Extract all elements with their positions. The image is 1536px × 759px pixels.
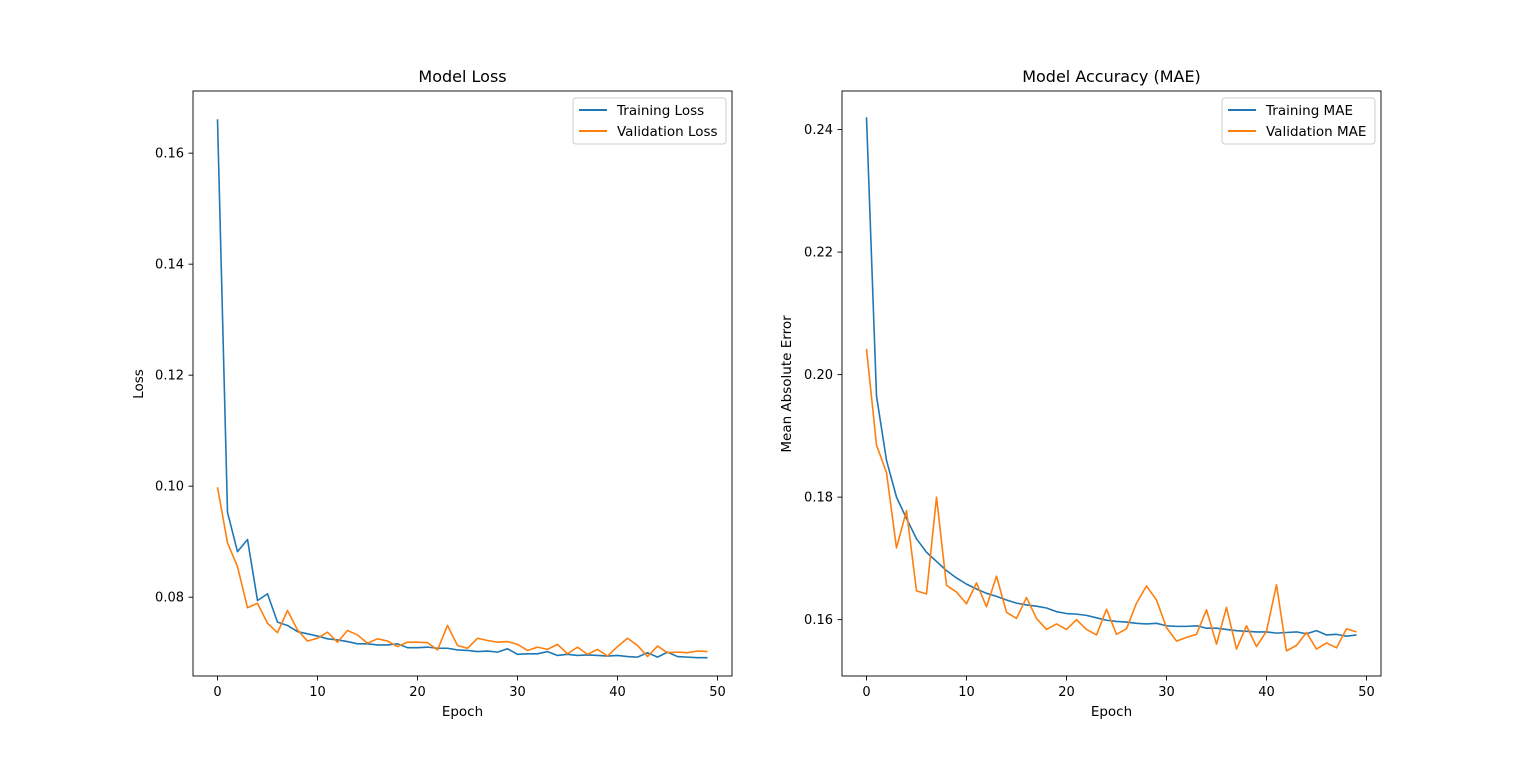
mae-xtick-label-30: 30 — [1158, 685, 1175, 700]
loss-chart: Model Loss Epoch Loss 0 10 20 30 40 50 0.08 0.1… — [131, 67, 733, 720]
mae-chart-legend: Training MAE Validation MAE — [1221, 97, 1376, 145]
mae-legend-box — [1221, 97, 1376, 145]
loss-chart-ticks: 0 10 20 30 40 50 0.08 0.10 0.12 0.14 0.16 — [155, 147, 726, 700]
loss-chart-lines — [216, 119, 708, 659]
mae-series-line-1 — [865, 348, 1357, 652]
mae-chart-xlabel: Epoch — [1091, 704, 1132, 720]
loss-ytick-label-4: 0.16 — [155, 147, 184, 162]
loss-xtick-label-20: 20 — [409, 685, 426, 700]
loss-ytick-label-1: 0.10 — [155, 480, 184, 495]
loss-legend-box — [572, 97, 727, 145]
mae-ytick-label-1: 0.18 — [804, 491, 833, 506]
mae-ytick-label-4: 0.24 — [804, 123, 833, 138]
loss-chart-legend: Training Loss Validation Loss — [572, 97, 727, 145]
mae-chart-ylabel: Mean Absolute Error — [779, 315, 795, 453]
mae-ytick-label-0: 0.16 — [804, 613, 833, 628]
mae-xtick-label-20: 20 — [1058, 685, 1075, 700]
loss-ytick-label-3: 0.14 — [155, 258, 184, 273]
loss-xtick-label-40: 40 — [609, 685, 626, 700]
loss-xtick-label-10: 10 — [309, 685, 326, 700]
mae-series-line-0 — [865, 117, 1357, 637]
mae-chart-title: Model Accuracy (MAE) — [1022, 67, 1201, 86]
loss-ytick-label-0: 0.08 — [155, 591, 184, 606]
loss-chart-ylabel: Loss — [131, 369, 147, 399]
mae-xtick-label-50: 50 — [1358, 685, 1375, 700]
loss-series-line-0 — [216, 119, 708, 659]
mae-ytick-label-2: 0.20 — [804, 368, 833, 383]
mae-chart-frame — [841, 90, 1382, 677]
mae-ytick-label-3: 0.22 — [804, 246, 833, 261]
loss-chart-xlabel: Epoch — [442, 704, 483, 720]
loss-xtick-label-50: 50 — [709, 685, 726, 700]
loss-chart-frame — [192, 90, 733, 677]
legend-label-validation-loss: Validation Loss — [617, 124, 718, 140]
loss-ytick-label-2: 0.12 — [155, 369, 184, 384]
legend-label-training-loss: Training Loss — [616, 103, 704, 119]
loss-xtick-label-0: 0 — [213, 685, 221, 700]
loss-xtick-label-30: 30 — [509, 685, 526, 700]
loss-series-line-1 — [216, 487, 708, 658]
loss-chart-title: Model Loss — [418, 67, 506, 86]
mae-chart-lines — [865, 117, 1357, 652]
mae-xtick-label-40: 40 — [1258, 685, 1275, 700]
mae-chart-ticks: 0 10 20 30 40 50 0.16 0.18 0.20 0.22 0.24 — [804, 123, 1375, 700]
mae-xtick-label-0: 0 — [862, 685, 870, 700]
mae-chart: Model Accuracy (MAE) Epoch Mean Absolute… — [779, 67, 1382, 720]
mae-xtick-label-10: 10 — [958, 685, 975, 700]
legend-label-validation-mae: Validation MAE — [1266, 124, 1366, 140]
legend-label-training-mae: Training MAE — [1265, 103, 1353, 119]
